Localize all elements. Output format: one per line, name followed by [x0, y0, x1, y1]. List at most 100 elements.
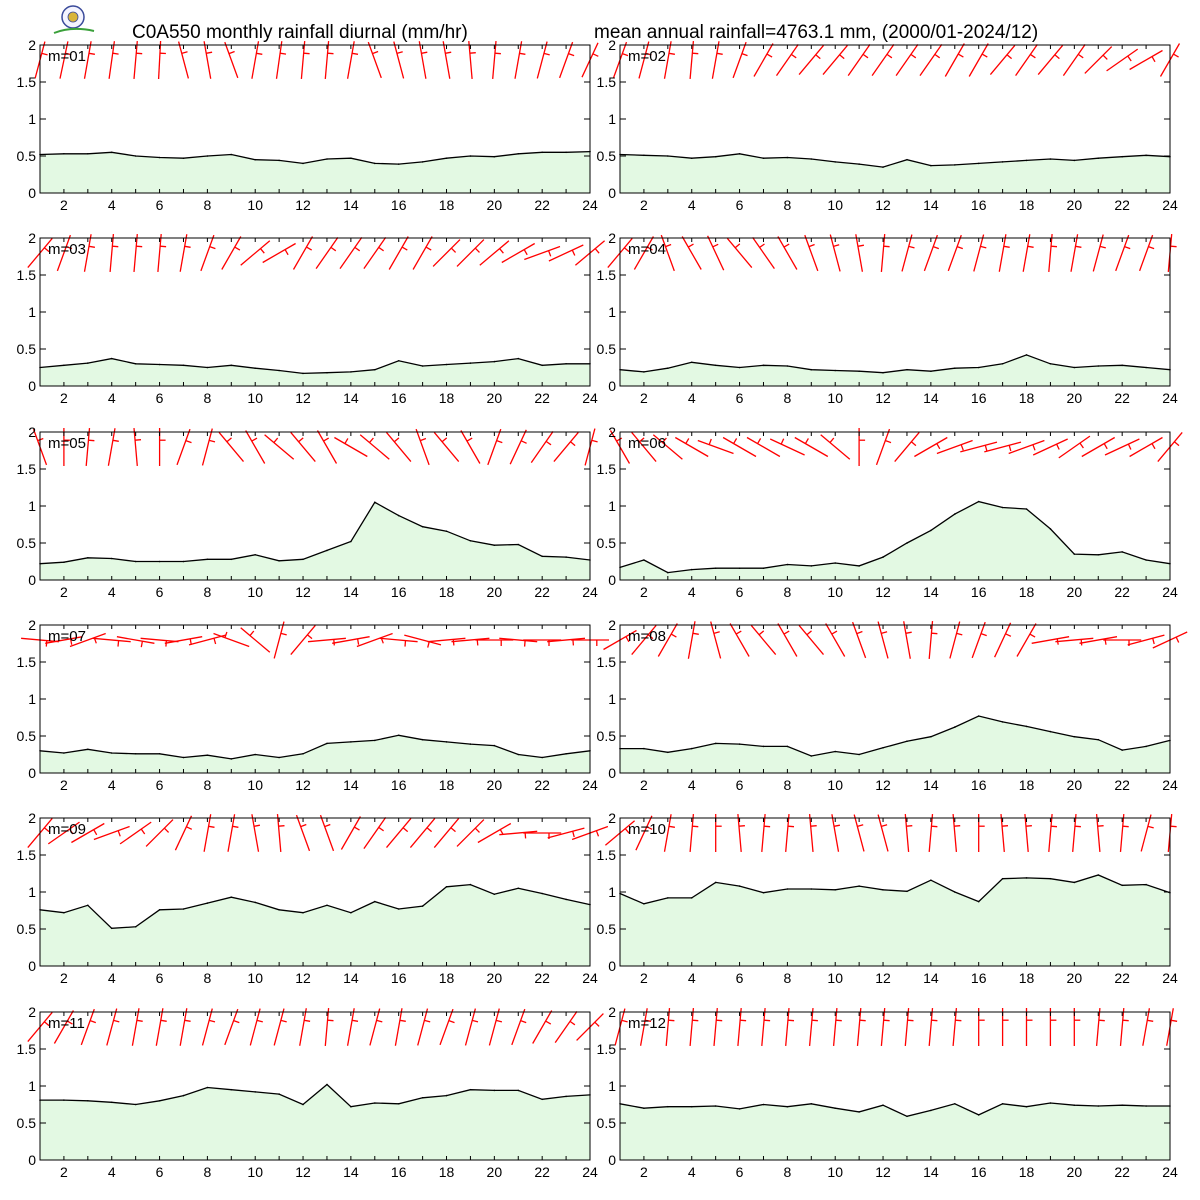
x-tick-label: 12 — [295, 584, 311, 600]
wind-barb — [532, 1010, 553, 1044]
rainfall-area — [40, 1084, 590, 1160]
data-point — [397, 734, 400, 737]
data-point — [158, 753, 161, 755]
wind-barb — [240, 627, 271, 653]
wind-barb — [856, 1008, 866, 1046]
data-point — [230, 558, 233, 561]
wind-barb — [1073, 1008, 1081, 1046]
wind-barb — [213, 631, 250, 648]
data-point — [469, 743, 472, 745]
data-point — [445, 363, 448, 366]
x-tick-label: 2 — [60, 390, 68, 406]
data-point — [690, 747, 693, 750]
wind-barb — [412, 236, 433, 270]
rainfall-area — [620, 875, 1170, 966]
wind-barb — [707, 235, 725, 271]
x-tick-label: 22 — [1114, 390, 1130, 406]
wind-barb — [761, 814, 771, 852]
wind-barb — [687, 621, 699, 659]
data-point — [762, 1103, 765, 1106]
wind-barb — [894, 431, 920, 463]
wind-barb — [203, 41, 213, 79]
data-point — [541, 1098, 543, 1101]
panel-4: 00.511.522 4 6 8 10 12 14 16 18 20 22 24m=04 — [597, 230, 1178, 406]
wind-barb — [319, 814, 335, 852]
x-tick-label: 6 — [156, 390, 164, 406]
data-point — [517, 153, 520, 155]
data-point — [643, 903, 645, 905]
y-tick-label: 0.5 — [17, 1115, 37, 1131]
y-tick-label: 1 — [28, 884, 36, 900]
month-label: m=08 — [628, 628, 666, 645]
x-tick-label: 2 — [640, 584, 648, 600]
data-point — [834, 369, 836, 372]
data-point — [1049, 158, 1052, 160]
rainfall-line — [39, 501, 591, 565]
wind-barb — [509, 429, 527, 465]
x-tick-label: 12 — [875, 197, 891, 213]
wind-barb — [107, 428, 119, 466]
wind-barb — [404, 634, 442, 648]
x-tick-label: 20 — [487, 1164, 503, 1180]
data-point — [1025, 354, 1028, 356]
wind-barb — [251, 41, 263, 79]
wind-barb — [201, 428, 216, 466]
x-tick-label: 16 — [971, 584, 987, 600]
x-tick-label: 4 — [108, 197, 116, 213]
x-tick-label: 14 — [923, 197, 939, 213]
panel-10: 00.511.522 4 6 8 10 12 14 16 18 20 22 24m=10 — [597, 810, 1178, 986]
data-point — [882, 747, 884, 749]
x-tick-label: 14 — [343, 1164, 359, 1180]
data-point — [87, 557, 89, 559]
wind-barb — [85, 428, 95, 466]
wind-barb — [903, 621, 912, 659]
data-point — [565, 363, 567, 365]
data-point — [110, 1101, 113, 1104]
data-point — [977, 500, 980, 503]
y-tick-label: 0 — [608, 958, 616, 974]
x-tick-label: 18 — [439, 197, 455, 213]
x-tick-label: 16 — [391, 584, 407, 600]
data-point — [63, 561, 65, 563]
x-tick-label: 6 — [156, 970, 164, 986]
wind-barb — [726, 237, 753, 269]
x-tick-label: 8 — [203, 390, 211, 406]
y-tick-label: 2 — [608, 1004, 616, 1020]
data-point — [254, 554, 256, 556]
wind-barb — [928, 621, 938, 659]
wind-barb — [722, 436, 757, 458]
wind-barb — [200, 234, 216, 272]
data-point — [762, 891, 765, 894]
data-point — [1073, 366, 1076, 369]
wind-barb — [822, 44, 848, 76]
data-point — [230, 758, 233, 760]
y-tick-label: 1.5 — [597, 654, 617, 670]
x-tick-label: 22 — [534, 197, 550, 213]
wind-barb — [1024, 814, 1032, 852]
x-tick-label: 4 — [108, 970, 116, 986]
wind-barb — [1058, 435, 1091, 459]
data-point — [326, 742, 328, 745]
data-point — [1049, 363, 1052, 365]
x-tick-label: 20 — [487, 390, 503, 406]
wind-barb — [379, 637, 418, 647]
data-point — [493, 1089, 496, 1092]
wind-barb — [729, 623, 750, 657]
panel-6: 00.511.522 4 6 8 10 12 14 16 18 20 22 24m=06 — [597, 424, 1183, 600]
data-point — [667, 367, 669, 370]
data-point — [1001, 877, 1004, 880]
data-point — [906, 890, 908, 893]
wind-barb — [433, 817, 460, 849]
x-tick-label: 18 — [1019, 970, 1035, 986]
wind-barb — [614, 1008, 628, 1046]
panel-7: 00.511.522 4 6 8 10 12 14 16 18 20 22 24m=07 — [17, 617, 609, 793]
wind-barb — [106, 1008, 120, 1046]
wind-barb — [432, 239, 461, 267]
wind-barb — [794, 436, 829, 458]
data-point — [421, 905, 424, 907]
wind-barb — [477, 822, 512, 844]
data-point — [1121, 155, 1123, 158]
data-point — [667, 155, 669, 157]
wind-barb — [746, 436, 781, 458]
